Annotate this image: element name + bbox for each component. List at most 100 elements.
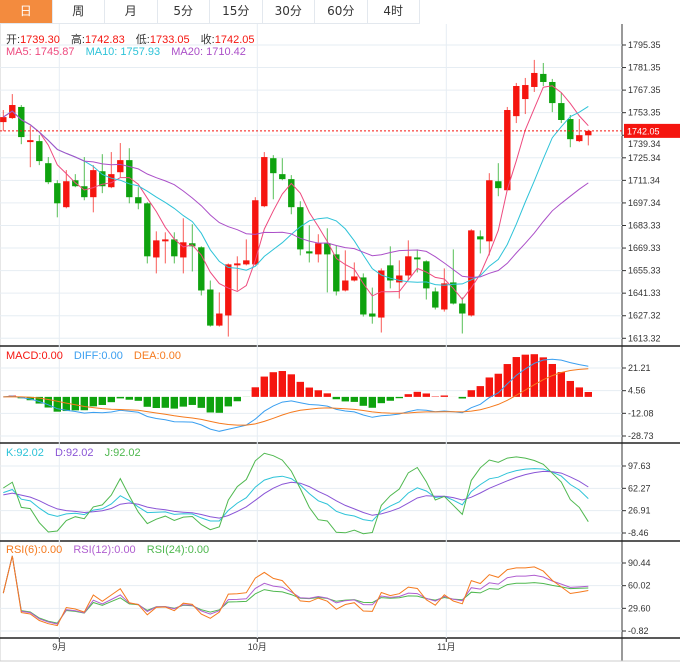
rsi-legend: RSI(6):0.00 RSI(12):0.00 RSI(24):0.00 (6, 544, 217, 556)
macd-bar (233, 396, 241, 402)
candle-down (288, 179, 295, 208)
tab-3[interactable]: 5分 (158, 0, 210, 23)
rsi-tick-label: 90.44 (628, 558, 651, 568)
candle-down (135, 197, 142, 204)
price-tick-label: 1767.35 (628, 85, 661, 95)
macd-bar (566, 380, 574, 397)
d-line (3, 470, 589, 519)
candle-down (45, 163, 52, 183)
candle-up (117, 160, 124, 173)
candle-up (234, 263, 241, 266)
kdj-tick-label: 62.27 (628, 483, 651, 493)
kdj-tick-label: 26.91 (628, 506, 651, 516)
price-tick-label: 1669.33 (628, 243, 661, 253)
price-tick-label: 1795.35 (628, 40, 661, 50)
tab-4[interactable]: 15分 (210, 0, 263, 23)
price-tick-label: 1627.32 (628, 311, 661, 321)
price-tick-label: 1739.34 (628, 139, 661, 149)
candle-up (315, 243, 322, 255)
rsi-tick-label: -0.82 (628, 626, 649, 636)
candle-up (261, 157, 268, 207)
macd-bar (134, 396, 142, 401)
price-tick-label: 1641.33 (628, 288, 661, 298)
kdj-legend-j: J:92.02 (104, 447, 141, 459)
candle-up (252, 200, 259, 265)
macd-tick-label: -28.73 (628, 431, 654, 441)
rsi12-line (2, 555, 589, 625)
macd-bar (467, 390, 475, 397)
candle-up (486, 180, 493, 242)
macd-bar (107, 396, 115, 403)
candle-down (279, 174, 286, 180)
macd-bar (557, 372, 565, 397)
low-value: 1733.05 (149, 34, 190, 46)
macd-bar (98, 396, 106, 405)
candle-up (90, 170, 97, 198)
candle-up (108, 174, 115, 188)
candle-down (333, 254, 340, 292)
price-tick-label: 1753.35 (628, 108, 661, 118)
candle-up (162, 239, 169, 242)
candle-down (459, 303, 466, 314)
candle-up (468, 230, 475, 316)
candle-down (369, 313, 376, 317)
macd-bar (512, 357, 520, 397)
macd-bar (260, 376, 268, 397)
macd-bar (197, 396, 205, 408)
tab-1[interactable]: 周 (53, 0, 105, 23)
macd-bar (476, 386, 484, 397)
date-tick-label: 10月 (248, 642, 267, 652)
candle-up (405, 256, 412, 276)
macd-bar (323, 393, 331, 397)
candle-up (243, 260, 250, 265)
price-tick-label: 1725.34 (628, 153, 661, 163)
macd-bar (35, 396, 43, 404)
candle-down (54, 183, 61, 204)
macd-bar (278, 371, 286, 397)
candle-down (126, 160, 133, 198)
kdj-tick-label: -8.46 (628, 528, 649, 538)
kdj-tick-label: 97.63 (628, 461, 651, 471)
tab-7[interactable]: 4时 (368, 0, 420, 23)
rsi6-line (2, 555, 589, 627)
candle-down (540, 73, 547, 82)
macd-bar (458, 396, 466, 399)
tab-6[interactable]: 60分 (315, 0, 368, 23)
candle-down (306, 251, 313, 254)
macd-bar (350, 396, 358, 402)
price-tick-label: 1697.34 (628, 198, 661, 208)
candle-down (207, 289, 214, 326)
macd-bar (143, 396, 151, 407)
macd-bar (422, 393, 430, 397)
price-tick-label: 1781.35 (628, 63, 661, 73)
candle-down (297, 207, 304, 250)
macd-bar (125, 396, 133, 400)
macd-bar (305, 387, 313, 397)
low-label: 低: (135, 34, 150, 46)
macd-bar (62, 396, 70, 412)
macd-bar (269, 372, 277, 397)
tab-5[interactable]: 30分 (263, 0, 315, 23)
candle-down (36, 141, 43, 162)
candle-down (567, 119, 574, 140)
candle-up (342, 280, 349, 291)
candle-down (360, 277, 367, 315)
macd-bar (224, 396, 232, 407)
macd-bar (521, 354, 529, 397)
macd-bar (296, 381, 304, 397)
candle-up (585, 130, 592, 136)
tab-2[interactable]: 月 (105, 0, 158, 23)
macd-bar (341, 396, 349, 402)
candle-up (180, 242, 187, 258)
candle-down (450, 282, 457, 304)
macd-legend-macd: MACD:0.00 (6, 350, 63, 362)
macd-bar (440, 395, 448, 397)
candle-up (216, 313, 223, 326)
tab-0[interactable]: 日 (0, 0, 53, 23)
macd-bar (53, 396, 61, 412)
candle-up (63, 181, 70, 208)
macd-bar (287, 374, 295, 397)
candle-up (531, 72, 538, 87)
candle-up (378, 270, 385, 318)
